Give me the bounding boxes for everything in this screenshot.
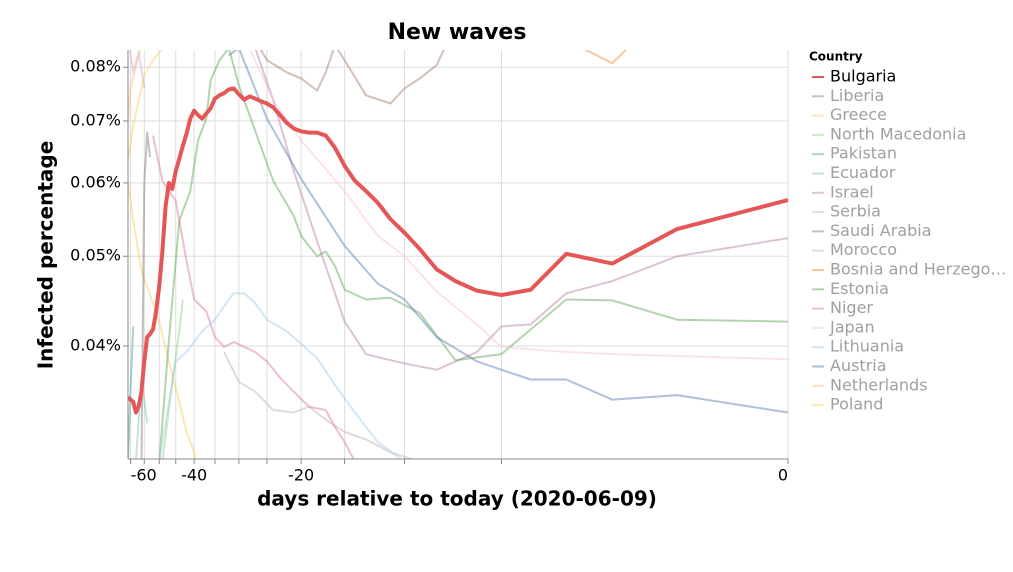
series-line: [249, 50, 788, 361]
series-line: [158, 292, 403, 459]
legend-label: Israel: [830, 182, 874, 201]
series-line: [583, 50, 628, 65]
y-axis-label: Infected percentage: [34, 141, 58, 370]
y-tick-label: 0.05%: [70, 246, 121, 265]
legend-label: North Macedonia: [830, 124, 966, 143]
grid: [128, 50, 789, 459]
legend-label: Serbia: [830, 202, 881, 221]
series-line: [152, 135, 355, 459]
series-line: [128, 50, 163, 161]
series-line: [254, 50, 788, 371]
y-tick-label: 0.07%: [70, 110, 121, 129]
series-line: [161, 299, 184, 459]
plot-area: [128, 50, 788, 459]
legend-label: Pakistan: [830, 144, 897, 163]
series-line: [140, 131, 152, 459]
legend-label: Ecuador: [830, 163, 896, 182]
y-tick-label: 0.04%: [70, 335, 121, 354]
series-line: [128, 50, 146, 89]
legend-label: Japan: [829, 317, 875, 336]
series-line: [158, 50, 788, 459]
series-line: [228, 50, 788, 414]
x-tick-label: -60: [131, 466, 157, 485]
legend-label: Bosnia and Herzego…: [830, 260, 1006, 279]
legend-label: Poland: [830, 395, 883, 414]
legend-label: Lithuania: [830, 337, 904, 356]
series-line: [128, 50, 141, 121]
x-tick-label: -40: [181, 466, 207, 485]
legend-label: Estonia: [830, 279, 889, 298]
x-tick-label: 0: [778, 466, 788, 485]
x-tick-label: -20: [288, 466, 314, 485]
legend-label: Greece: [830, 105, 887, 124]
legend-label: Bulgaria: [830, 67, 896, 86]
legend-label: Saudi Arabia: [830, 221, 932, 240]
x-axis-label: days relative to today (2020-06-09): [257, 487, 657, 511]
series-line: [128, 180, 197, 459]
legend-label: Austria: [830, 356, 887, 375]
legend-label: Niger: [830, 298, 873, 317]
series-line: [128, 86, 788, 415]
legend-title: Country: [809, 50, 863, 64]
series-line: [259, 50, 445, 105]
series-line: [128, 326, 135, 459]
legend-label: Morocco: [830, 240, 897, 259]
legend-label: Netherlands: [830, 375, 928, 394]
chart-title: New waves: [388, 20, 527, 45]
legend-label: Liberia: [830, 86, 884, 105]
y-tick-label: 0.08%: [70, 57, 121, 76]
axes: 0.04% 0.05% 0.06% 0.07% 0.08% -60 -40 -20 0: [70, 50, 789, 485]
y-tick-label: 0.06%: [70, 172, 121, 191]
series-line: [223, 351, 415, 459]
